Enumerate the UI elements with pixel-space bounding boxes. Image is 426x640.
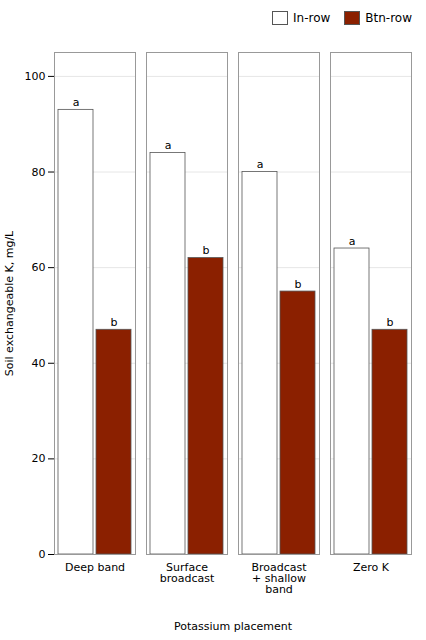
svg-text:a: a (257, 158, 264, 171)
html-text:Btn-row: Btn-row (365, 10, 412, 25)
svg-text:Potassium placement: Potassium placement (174, 620, 293, 633)
svg-text:Soil exchangeable K, mg/L: Soil exchangeable K, mg/L (3, 230, 16, 376)
svg-text:b: b (111, 316, 118, 329)
svg-text:a: a (165, 139, 172, 152)
svg-text:b: b (295, 278, 302, 291)
svg-text:80: 80 (32, 166, 46, 179)
svg-text:Zero K: Zero K (353, 561, 390, 574)
svg-text:60: 60 (32, 261, 46, 274)
svg-text:Deep band: Deep band (65, 561, 125, 574)
svg-text:b: b (203, 244, 210, 257)
svg-text:40: 40 (32, 357, 46, 370)
svg-text:Broadcast+ shallowband: Broadcast+ shallowband (251, 561, 307, 596)
svg-text:0: 0 (39, 548, 46, 561)
svg-text:a: a (349, 235, 356, 248)
svg-text:Surfacebroadcast: Surfacebroadcast (160, 561, 215, 585)
html-text:In-row: In-row (293, 10, 331, 25)
svg-text:100: 100 (25, 70, 46, 83)
svg-text:a: a (73, 96, 80, 109)
svg-text:b: b (387, 316, 394, 329)
svg-text:20: 20 (32, 452, 46, 465)
